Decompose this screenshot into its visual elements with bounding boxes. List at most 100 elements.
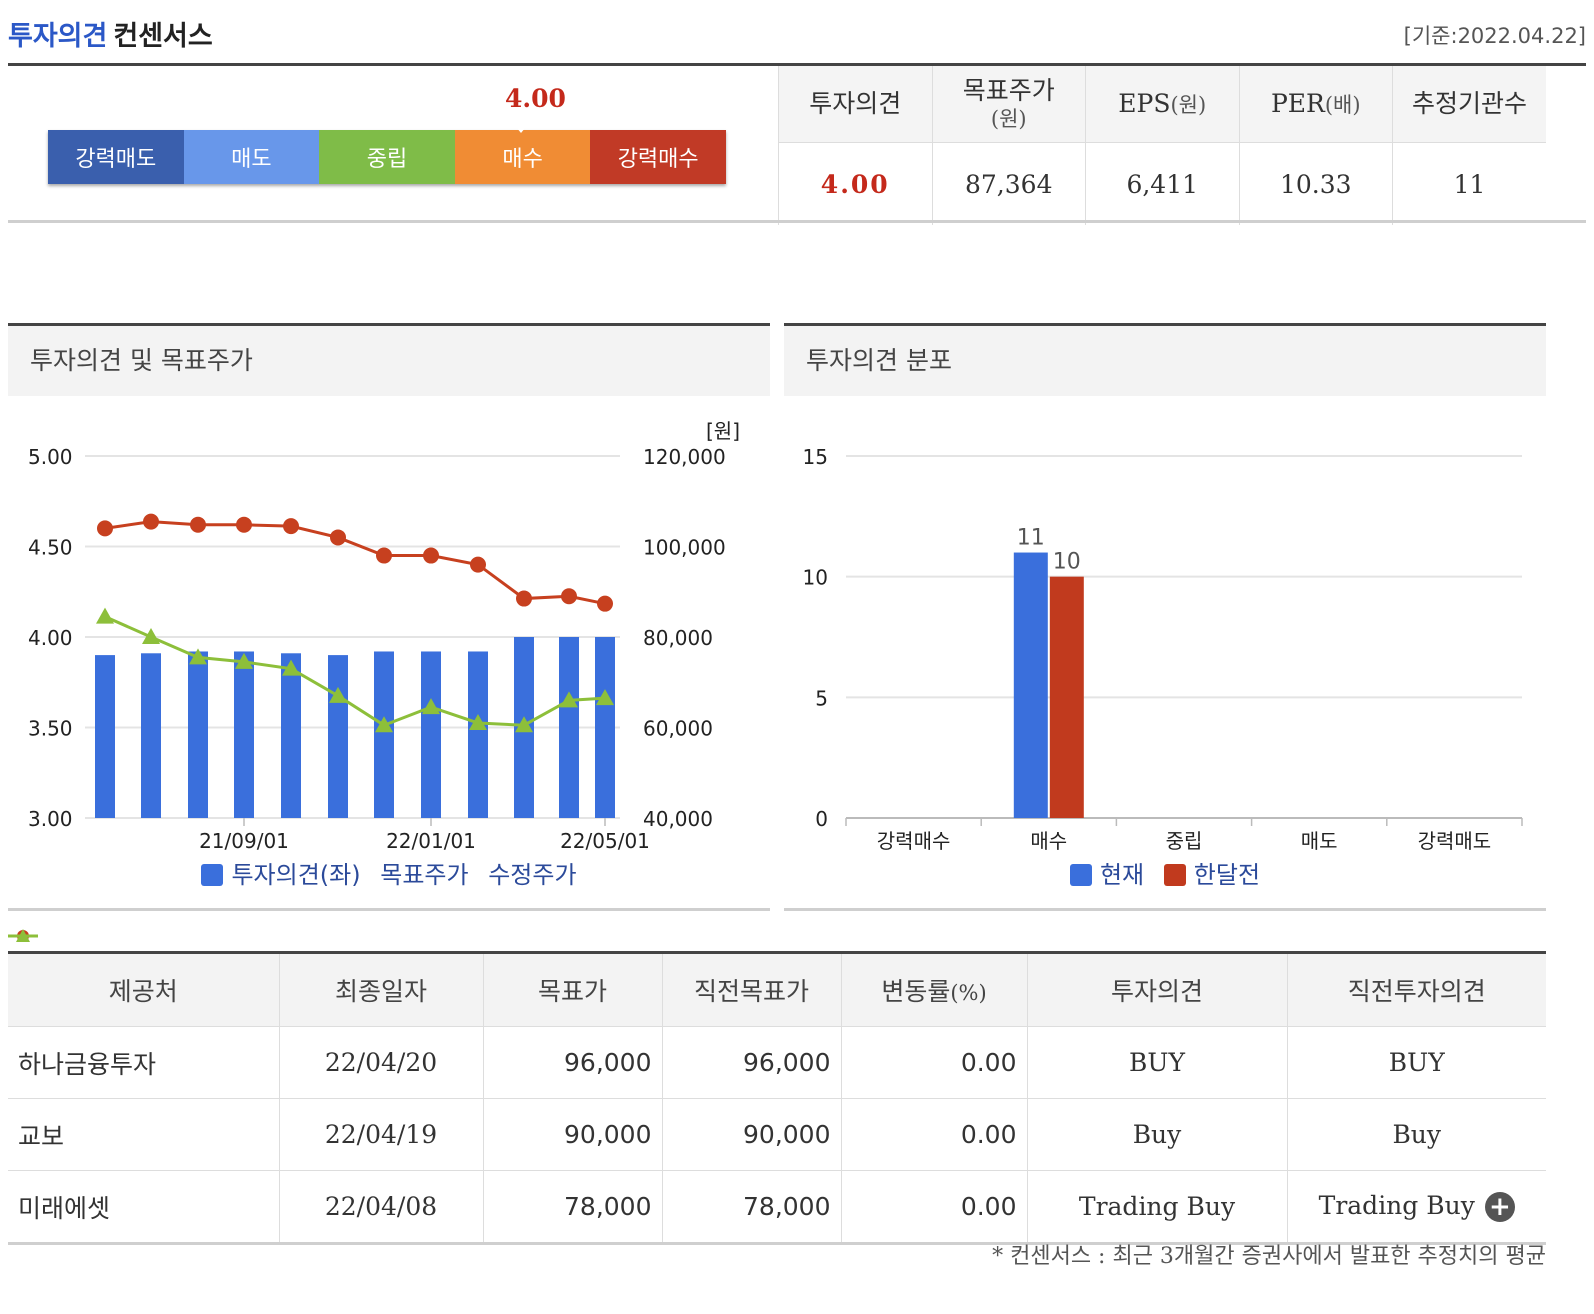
broker-table: 제공처 최종일자 목표가 직전목표가 변동률(%) 투자의견 직전투자의견 하나…: [8, 951, 1546, 1245]
prev-opinion: Buy: [1286, 1098, 1546, 1171]
panel-title: 투자의견 및 목표주가: [8, 326, 770, 396]
legend-label: 한달전: [1193, 861, 1261, 889]
legend-label: 투자의견(좌): [231, 861, 361, 889]
legend-bar-icon: [1163, 864, 1186, 886]
x-tick-label: 매도: [1301, 829, 1338, 853]
opinion-bar: [595, 637, 615, 818]
adjusted-price-point: [560, 691, 578, 708]
col-header: 목표가: [482, 951, 662, 1027]
summary-table: 투자의견 목표주가 (원) EPS(원) PER(배) 추정기관수 4.00 87…: [778, 66, 1546, 225]
opinion-bar: [95, 655, 115, 818]
summary-per: 10.33: [1238, 142, 1393, 225]
opinion-bar: [421, 651, 441, 818]
legend-label: 수정주가: [488, 861, 577, 889]
broker-name: 교보: [8, 1098, 279, 1171]
y-tick-label: 10: [803, 566, 828, 590]
y-right-tick-label: 120,000: [643, 445, 726, 469]
summary-header: 추정기관수: [1392, 66, 1546, 143]
legend-line-triangle-icon: [8, 929, 38, 942]
opinion-bar: [559, 637, 579, 818]
gauge-segment: 강력매도: [48, 130, 184, 184]
panel-title: 투자의견 분포: [784, 326, 1546, 396]
gauge-segment: 강력매수: [590, 130, 726, 184]
target-price: 90,000: [482, 1098, 662, 1171]
month-ago-bar: [1049, 576, 1084, 818]
target-price-point: [597, 595, 613, 612]
target-price-point: [283, 518, 299, 535]
target-price: 78,000: [482, 1170, 662, 1245]
opinion-bar: [281, 653, 301, 818]
summary-eps: 6,411: [1085, 142, 1239, 225]
target-price-point: [143, 513, 159, 530]
opinion-bar: [328, 655, 348, 818]
col-header: 제공처: [8, 951, 279, 1027]
table-row: 미래에셋 22/04/08 78,000 78,000 0.00 Trading…: [8, 1170, 1546, 1245]
target-price-line: [104, 520, 606, 606]
y-left-tick-label: 3.50: [28, 717, 73, 741]
gauge-marker-icon: [512, 122, 530, 133]
target-price-point: [561, 588, 577, 605]
legend-label: 목표주가: [380, 861, 469, 889]
col-header: 직전투자의견: [1286, 951, 1546, 1027]
target-price-point: [423, 547, 439, 564]
x-tick-label: 21/09/01: [199, 829, 289, 853]
target-price-point: [330, 529, 346, 546]
data-label: 11: [1017, 526, 1045, 551]
footnote: * 컨센서스 : 최근 3개월간 증권사에서 발표한 추정치의 평균: [992, 1244, 1546, 1269]
y-left-tick-label: 4.50: [28, 536, 73, 560]
summary-header: 투자의견: [778, 66, 932, 143]
gauge-segment: 매도: [183, 130, 320, 184]
gauge-segment: 중립: [319, 130, 455, 184]
opinion-target-panel: 투자의견 및 목표주가 5.00 120,000 4.50 100,000 4.00 80…: [8, 323, 770, 942]
adjusted-price-point: [515, 716, 533, 733]
col-header: 최종일자: [278, 951, 483, 1027]
y-right-tick-label: 80,000: [643, 626, 713, 650]
target-price-point: [97, 520, 113, 537]
target-price: 96,000: [482, 1026, 662, 1099]
x-tick-label: 매수: [1030, 829, 1067, 853]
col-header: 변동률(%): [840, 951, 1027, 1027]
opinion-bar: [188, 651, 208, 818]
opinion-distribution-panel: 투자의견 분포 15 10 5 0 강력매수 매수 중립 매도 강력매도 11 10 현재 한달전: [784, 323, 1546, 911]
y-tick-label: 5: [815, 686, 828, 710]
opinion-gauge: 강력매도 매도 중립 매수 강력매수: [48, 130, 726, 184]
y-right-tick-label: 100,000: [643, 536, 726, 560]
opinion: BUY: [1026, 1026, 1287, 1099]
prev-target-price: 90,000: [661, 1098, 841, 1171]
y-left-tick-label: 4.00: [28, 626, 73, 650]
x-tick-label: 22/05/01: [560, 829, 650, 853]
adjusted-price-point: [235, 652, 253, 669]
summary-opinion: 4.00: [778, 142, 932, 225]
adjusted-price-point: [142, 628, 160, 644]
legend-label: 현재: [1099, 861, 1145, 889]
expand-plus-icon[interactable]: +: [1484, 1192, 1515, 1223]
prev-target-price: 96,000: [661, 1026, 841, 1099]
adjusted-price-line: [104, 615, 606, 727]
legend-bar-icon: [201, 864, 224, 886]
adjusted-price-point: [469, 713, 487, 730]
y-tick-label: 15: [803, 445, 828, 469]
adjusted-price-point: [375, 716, 393, 733]
last-date: 22/04/20: [278, 1026, 483, 1099]
change-rate: 0.00: [840, 1170, 1027, 1245]
summary-count: 11: [1392, 142, 1546, 225]
col-header: 직전목표가: [661, 951, 841, 1027]
broker-name: 미래에셋: [8, 1170, 279, 1245]
summary-header: 목표주가 (원): [931, 66, 1086, 143]
y-right-tick-label: 40,000: [643, 807, 713, 831]
divider: [8, 220, 1586, 223]
y-right-tick-label: 60,000: [643, 717, 713, 741]
y-tick-label: 0: [815, 807, 828, 831]
adjusted-price-point: [596, 689, 614, 706]
legend-bar-icon: [1069, 864, 1092, 886]
divider: [8, 63, 1586, 66]
target-price-point: [236, 516, 252, 533]
x-tick-label: 중립: [1166, 829, 1203, 853]
unit-label: [원]: [706, 419, 740, 443]
summary-header: EPS(원): [1085, 66, 1239, 143]
opinion-distribution-chart: 15 10 5 0 강력매수 매수 중립 매도 강력매도 11 10: [803, 445, 1523, 853]
consensus-header: 투자의견 컨센서스 [기준:2022.04.22]: [8, 14, 1586, 54]
data-label: 10: [1053, 550, 1081, 575]
adjusted-price-point: [96, 607, 114, 624]
target-price-point: [516, 590, 532, 607]
